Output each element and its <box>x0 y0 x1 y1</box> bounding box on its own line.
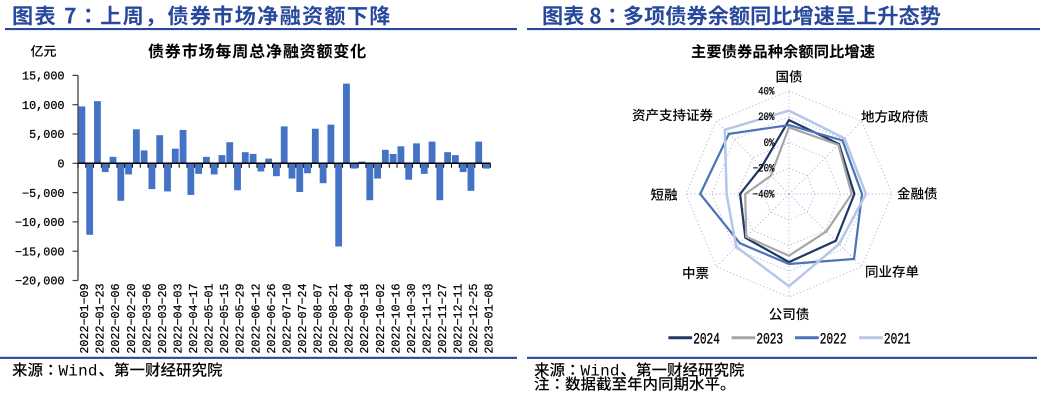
svg-text:2022−11−27: 2022−11−27 <box>436 283 450 353</box>
svg-text:2022−08−07: 2022−08−07 <box>312 283 326 353</box>
svg-text:2022−12−25: 2022−12−25 <box>467 283 481 353</box>
svg-text:40%: 40% <box>758 86 775 98</box>
svg-text:2023: 2023 <box>756 330 783 348</box>
svg-text:2022−10−16: 2022−10−16 <box>389 283 403 353</box>
svg-text:2022−01−23: 2022−01−23 <box>94 283 108 353</box>
svg-text:2022−08−21: 2022−08−21 <box>327 283 341 353</box>
svg-text:2022−05−15: 2022−05−15 <box>218 283 232 353</box>
svg-text:2022−11−13: 2022−11−13 <box>420 283 434 353</box>
svg-text:−20,000: −20,000 <box>15 275 65 289</box>
svg-text:2022−04−17: 2022−04−17 <box>187 283 201 353</box>
svg-text:0%: 0% <box>764 138 775 150</box>
svg-text:0: 0 <box>57 158 64 172</box>
svg-text:2022−02−06: 2022−02−06 <box>109 283 123 353</box>
svg-text:2022−09−18: 2022−09−18 <box>358 283 372 353</box>
svg-text:Wind: Wind <box>581 363 620 381</box>
svg-text:2022−06−26: 2022−06−26 <box>265 283 279 353</box>
svg-text:2022−03−06: 2022−03−06 <box>140 283 154 353</box>
svg-text:2022−07−24: 2022−07−24 <box>296 283 310 353</box>
svg-text:2022−12−11: 2022−12−11 <box>452 283 466 353</box>
svg-text:2022−02−20: 2022−02−20 <box>125 283 139 353</box>
svg-text:10,000: 10,000 <box>22 99 64 113</box>
svg-text:−20%: −20% <box>753 164 775 176</box>
svg-text:2022−05−29: 2022−05−29 <box>234 283 248 353</box>
svg-text:2024: 2024 <box>693 330 720 348</box>
svg-text:−10,000: −10,000 <box>15 216 65 230</box>
svg-text:15,000: 15,000 <box>22 70 64 84</box>
svg-text:2022−10−30: 2022−10−30 <box>405 283 419 353</box>
svg-text:−40%: −40% <box>753 189 775 201</box>
svg-text:2022−07−10: 2022−07−10 <box>280 283 294 353</box>
svg-text:−15,000: −15,000 <box>15 245 65 259</box>
svg-text:5,000: 5,000 <box>29 128 64 142</box>
svg-text:2022−04−03: 2022−04−03 <box>171 283 185 353</box>
svg-text:2022−09−04: 2022−09−04 <box>343 283 357 353</box>
svg-text:2022−10−02: 2022−10−02 <box>374 283 388 353</box>
svg-text:2021: 2021 <box>884 330 911 348</box>
svg-text:2022−06−12: 2022−06−12 <box>249 283 263 353</box>
svg-text:2022: 2022 <box>820 330 847 348</box>
svg-text:2023−01−08: 2023−01−08 <box>483 283 497 353</box>
svg-text:2022−03−20: 2022−03−20 <box>156 283 170 353</box>
svg-text:2022−01−09: 2022−01−09 <box>78 283 92 353</box>
svg-text:20%: 20% <box>758 112 775 124</box>
svg-text:−5,000: −5,000 <box>22 187 64 201</box>
svg-text:Wind: Wind <box>59 363 98 381</box>
svg-text:2022−05−01: 2022−05−01 <box>203 283 217 353</box>
